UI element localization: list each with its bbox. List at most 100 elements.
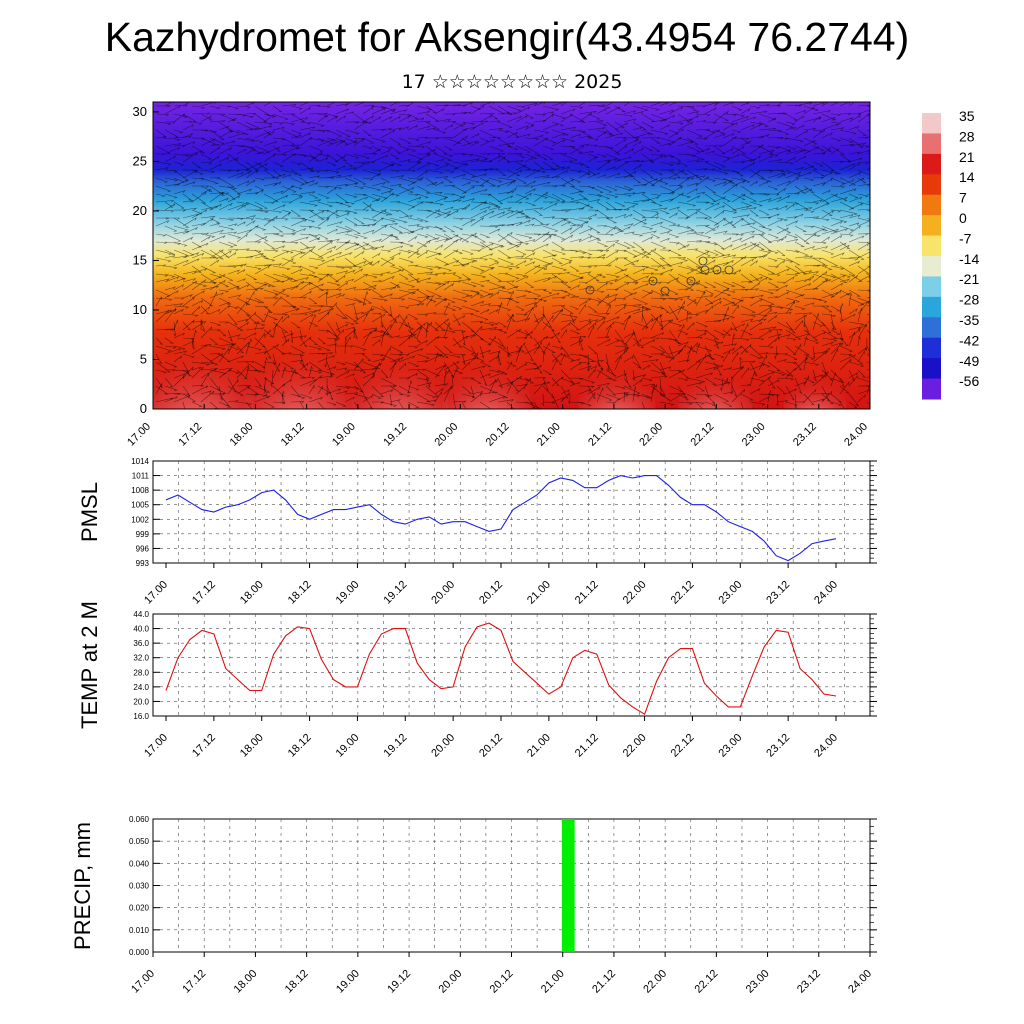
wind-vector bbox=[155, 369, 167, 374]
wind-vector bbox=[173, 169, 190, 181]
wind-vector bbox=[488, 105, 505, 115]
x-tick-label: 22.00 bbox=[621, 579, 649, 607]
wind-vector bbox=[713, 337, 720, 350]
wind-vector bbox=[740, 313, 756, 318]
wind-vector bbox=[668, 206, 681, 211]
y-tick-label: 30 bbox=[133, 104, 147, 119]
wind-vector bbox=[506, 361, 513, 371]
wind-vector bbox=[803, 257, 822, 260]
wind-vector bbox=[857, 161, 870, 165]
wind-vector bbox=[857, 369, 866, 378]
x-tick-label: 17.12 bbox=[190, 579, 218, 607]
wind-vector bbox=[713, 329, 726, 336]
wind-vector bbox=[506, 105, 522, 112]
wind-vector bbox=[173, 305, 189, 309]
wind-vectors bbox=[155, 102, 870, 409]
wind-vector bbox=[299, 265, 316, 274]
wind-vector bbox=[704, 145, 724, 148]
wind-vector bbox=[587, 369, 596, 379]
wind-vector bbox=[236, 105, 251, 109]
wind-vector bbox=[173, 369, 190, 373]
wind-vector bbox=[794, 155, 807, 163]
wind-vector bbox=[371, 217, 384, 227]
wind-vector bbox=[560, 209, 571, 212]
wind-vector bbox=[722, 244, 733, 251]
wind-vector bbox=[722, 179, 733, 187]
wind-vector bbox=[776, 305, 793, 311]
precip-bar bbox=[561, 819, 575, 952]
wind-vector bbox=[803, 216, 819, 219]
wind-vector bbox=[236, 386, 250, 395]
x-tick-label: 17.00 bbox=[125, 421, 153, 449]
wind-vector bbox=[227, 369, 241, 374]
wind-vector bbox=[713, 145, 725, 154]
wind-vector bbox=[155, 361, 171, 373]
wind-vector bbox=[164, 201, 173, 208]
wind-vector bbox=[236, 113, 255, 119]
wind-vector bbox=[713, 289, 732, 297]
wind-vector bbox=[578, 112, 593, 123]
wind-vector bbox=[524, 180, 536, 187]
wind-vector bbox=[272, 145, 281, 152]
wind-vector bbox=[164, 395, 179, 403]
wind-vector bbox=[677, 323, 685, 339]
wind-vector bbox=[758, 169, 774, 173]
wind-vector bbox=[785, 361, 797, 365]
wind-vector bbox=[191, 401, 204, 407]
wind-vector bbox=[416, 295, 430, 307]
wind-vector bbox=[334, 338, 337, 355]
wind-vector bbox=[254, 255, 266, 259]
wind-vector bbox=[515, 193, 530, 200]
wind-vector bbox=[623, 315, 630, 331]
wind-vector bbox=[551, 376, 564, 387]
wind-vector bbox=[515, 106, 531, 115]
wind-vector bbox=[785, 297, 800, 303]
wind-vector bbox=[479, 279, 490, 283]
wind-vector bbox=[740, 201, 753, 207]
wind-vector bbox=[839, 162, 856, 171]
wind-vector bbox=[236, 145, 255, 150]
wind-vector bbox=[812, 398, 825, 403]
wind-vector bbox=[776, 227, 789, 235]
wind-vector bbox=[155, 278, 171, 283]
wind-vector bbox=[641, 305, 645, 323]
wind-vector bbox=[281, 332, 294, 339]
wind-vector bbox=[425, 225, 443, 230]
wind-vector bbox=[227, 400, 239, 403]
wind-vector bbox=[299, 201, 318, 207]
wind-vector bbox=[308, 237, 321, 243]
wind-vector bbox=[263, 193, 279, 202]
wind-vector bbox=[362, 229, 375, 235]
x-tick-label: 20.12 bbox=[477, 579, 505, 607]
wind-vector bbox=[173, 345, 186, 350]
wind-vector bbox=[506, 345, 510, 359]
wind-vector bbox=[218, 385, 223, 402]
wind-vector bbox=[740, 140, 752, 147]
wind-vector bbox=[344, 217, 358, 226]
wind-vector bbox=[731, 233, 744, 237]
wind-vector bbox=[713, 249, 725, 256]
wind-vector bbox=[416, 265, 434, 271]
wind-vector bbox=[488, 206, 501, 211]
wind-vector bbox=[182, 321, 191, 331]
wind-vector bbox=[325, 377, 328, 397]
wind-vector bbox=[236, 319, 249, 323]
wind-vector bbox=[605, 185, 618, 191]
wind-vector bbox=[650, 207, 669, 211]
wind-vector bbox=[362, 105, 375, 108]
wind-vector bbox=[425, 127, 436, 131]
wind-vector bbox=[425, 289, 443, 298]
wind-vector bbox=[848, 171, 862, 179]
wind-vector bbox=[740, 345, 749, 353]
wind-vector bbox=[533, 120, 547, 123]
wind-vector bbox=[641, 317, 653, 331]
wind-vector bbox=[641, 137, 660, 140]
wind-vector bbox=[632, 374, 647, 379]
wind-vector bbox=[839, 102, 851, 107]
wind-vector bbox=[614, 138, 627, 147]
wind-vector bbox=[785, 345, 797, 356]
wind-vector bbox=[560, 113, 573, 123]
calm-marker-0 bbox=[585, 285, 595, 295]
wind-vector bbox=[308, 281, 325, 292]
